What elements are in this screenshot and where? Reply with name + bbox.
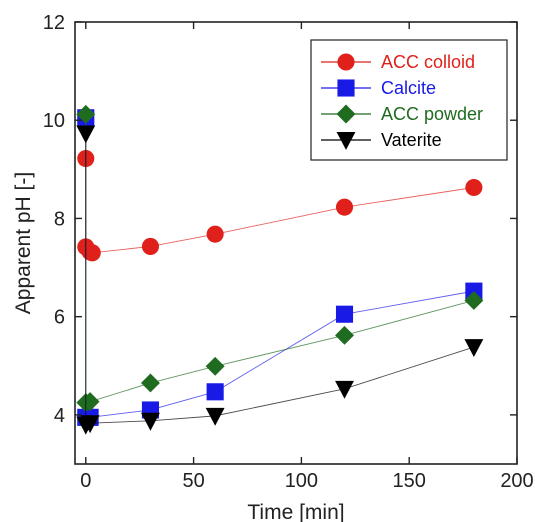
legend-marker (336, 131, 356, 150)
y-axis-title: Apparent pH [-] (12, 172, 35, 314)
data-point-acc-powder (464, 291, 484, 310)
x-tick-label: 150 (393, 470, 426, 492)
data-point-vaterite (335, 380, 354, 399)
data-point-acc-powder (76, 104, 96, 124)
legend-marker (337, 53, 355, 71)
y-tick-label: 8 (54, 208, 65, 230)
x-tick-label: 50 (182, 470, 204, 492)
legend-label: Calcite (381, 78, 436, 98)
legend: ACC colloid Calcite ACC powder Vaterite (310, 39, 508, 161)
data-point-calcite (335, 305, 354, 323)
series-acc-colloid (77, 149, 483, 262)
x-tick-label: 200 (500, 470, 533, 492)
data-point-vaterite (141, 412, 160, 431)
data-point-vaterite (464, 339, 484, 358)
y-tick-label: 10 (43, 110, 65, 132)
series-layer (76, 104, 484, 435)
plot-area-border (74, 21, 518, 465)
data-point-acc-powder (335, 325, 354, 345)
legend-marker (337, 79, 355, 97)
y-tick-label: 12 (43, 12, 65, 34)
legend-marker (336, 104, 356, 124)
data-point-acc-powder (141, 373, 160, 393)
x-tick-label: 100 (285, 470, 318, 492)
series-vaterite (76, 125, 484, 435)
data-point-acc-colloid (141, 237, 160, 255)
legend-entry-vaterite: Vaterite (321, 130, 442, 150)
legend-label: ACC powder (381, 104, 483, 124)
legend-label: ACC colloid (381, 52, 475, 72)
data-point-acc-colloid (465, 178, 483, 197)
legend-entry-acc-colloid: ACC colloid (321, 52, 475, 72)
plot-frame (74, 21, 518, 465)
data-point-acc-colloid (83, 244, 101, 262)
y-tick-label: 4 (54, 405, 65, 427)
legend-entry-calcite: Calcite (321, 78, 436, 98)
data-point-acc-colloid (335, 198, 354, 216)
data-point-calcite (206, 383, 224, 401)
series-line (85, 158, 474, 254)
y-tick-label: 6 (54, 307, 65, 329)
legend-entry-acc-powder: ACC powder (321, 104, 483, 124)
data-point-acc-colloid (206, 225, 224, 243)
x-axis-title: Time [min] (247, 501, 344, 522)
x-tick-label: 0 (80, 470, 91, 492)
data-point-vaterite (76, 125, 96, 144)
data-point-acc-powder (205, 356, 225, 376)
legend-label: Vaterite (381, 130, 442, 150)
data-point-vaterite (80, 415, 100, 434)
series-line (85, 117, 474, 418)
tick-layer: 0 50 100 150 200 4 6 8 10 12 (43, 12, 534, 492)
data-point-vaterite (205, 407, 225, 426)
